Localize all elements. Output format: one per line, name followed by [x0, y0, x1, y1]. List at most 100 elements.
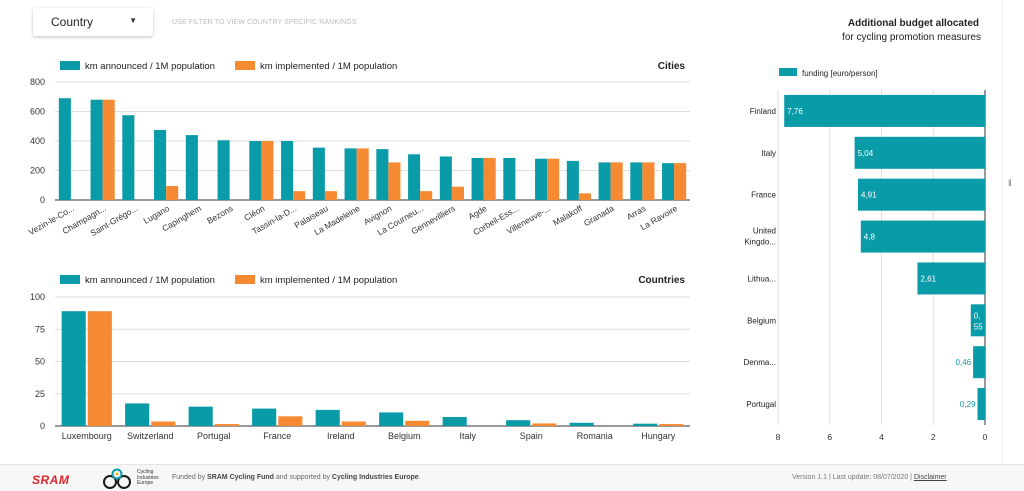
- y-tick-label: Italy: [761, 149, 776, 158]
- bar-km-announced-1m-population-tassin-la-d: [281, 141, 294, 200]
- budget-chart: Additional budget allocated for cycling p…: [744, 18, 988, 442]
- bar-km-announced-1m-population-agde: [471, 157, 484, 200]
- y-tick-label: 800: [30, 77, 45, 87]
- filter-hint: USE FILTER TO VIEW COUNTRY SPECIFIC RANK…: [172, 19, 357, 26]
- disclaimer-link[interactable]: Disclaimer: [913, 474, 947, 481]
- bar-km-announced-1m-population-spain: [506, 420, 531, 426]
- bar-km-implemented-1m-population-cl-on: [261, 141, 274, 200]
- data-label: 0,29: [960, 400, 976, 409]
- bar-km-announced-1m-population-saint-gr-go: [122, 115, 135, 200]
- bar-km-announced-1m-population-capinghem: [185, 135, 198, 200]
- bar-km-announced-1m-population-gennevilliers: [439, 156, 452, 200]
- bar-funding-belgium: [970, 304, 985, 337]
- bar-km-announced-1m-population-champagn: [90, 99, 103, 200]
- bar-km-announced-1m-population-luxembourg: [61, 311, 86, 426]
- legend-swatch: [779, 68, 797, 76]
- legend-label: km implemented / 1M population: [260, 275, 397, 286]
- bar-km-announced-1m-population-ireland: [315, 409, 340, 426]
- legend-swatch: [235, 61, 255, 70]
- chevron-down-icon: ▼: [129, 16, 137, 25]
- data-label: 7,76: [787, 107, 803, 116]
- x-tick-label: 4: [879, 432, 884, 442]
- x-tick-label: Agde: [466, 203, 488, 222]
- bar-km-implemented-1m-population-belgium: [405, 420, 430, 426]
- bar-km-announced-1m-population-belgium: [379, 412, 404, 426]
- bar-km-announced-1m-population-switzerland: [125, 403, 150, 426]
- x-tick-label: Ireland: [327, 431, 355, 441]
- bar-km-announced-1m-population-la-courneu: [408, 154, 421, 200]
- x-tick-label: Granada: [582, 203, 616, 228]
- bar-km-announced-1m-population-granada: [598, 162, 611, 200]
- x-tick-label: 0: [983, 432, 988, 442]
- footer: SRAM Cycling Industries Europe Funded by…: [0, 464, 1024, 491]
- y-tick-label: 75: [35, 324, 45, 334]
- bar-funding-finland: [784, 94, 985, 127]
- bar-km-announced-1m-population-lugano: [154, 129, 167, 200]
- y-tick-label: Portugal: [746, 400, 776, 409]
- bar-km-announced-1m-population-hungary: [633, 423, 658, 426]
- bar-km-implemented-1m-population-la-madeleine: [356, 148, 369, 200]
- legend-swatch: [60, 275, 80, 284]
- bar-km-announced-1m-population-malakoff: [566, 160, 579, 200]
- chart-title: Cities: [658, 61, 686, 72]
- bar-km-implemented-1m-population-luxembourg: [87, 311, 112, 426]
- x-tick-label: Malakoff: [551, 203, 584, 228]
- legend-label: km announced / 1M population: [85, 275, 215, 286]
- bar-km-implemented-1m-population-spain: [532, 423, 557, 426]
- y-tick-label: Kingdo...: [744, 238, 776, 247]
- bar-km-implemented-1m-population-ireland: [341, 421, 366, 426]
- y-tick-label: 50: [35, 357, 45, 367]
- y-tick-label: 0: [40, 421, 45, 431]
- country-filter-dropdown[interactable]: Country ▼: [33, 8, 153, 36]
- bar-km-implemented-1m-population-lugano: [166, 185, 179, 200]
- x-tick-label: Romania: [577, 431, 613, 441]
- x-tick-label: Portugal: [197, 431, 231, 441]
- x-tick-label: 8: [776, 432, 781, 442]
- legend-label: funding [euro/person]: [802, 69, 878, 78]
- legend-label: km implemented / 1M population: [260, 61, 397, 72]
- bar-km-announced-1m-population-romania: [569, 422, 594, 426]
- data-label: 4,91: [861, 191, 877, 200]
- bar-km-announced-1m-population-corbeil-ess: [503, 157, 516, 200]
- bar-km-implemented-1m-population-champagn: [102, 99, 115, 200]
- y-tick-label: Lithua...: [748, 274, 776, 283]
- bar-km-announced-1m-population-arras: [630, 162, 643, 200]
- x-tick-label: Belgium: [388, 431, 421, 441]
- scrollbar[interactable]: [1002, 0, 1024, 464]
- bar-km-implemented-1m-population-la-ravoire: [674, 163, 687, 200]
- bar-km-announced-1m-population-bezons: [217, 140, 230, 200]
- bar-km-announced-1m-population-villeneuve: [535, 158, 548, 200]
- funding-note: Funded by SRAM Cycling Fund and supporte…: [172, 474, 421, 481]
- chart-title: Additional budget allocated: [848, 18, 979, 29]
- x-tick-label: Luxembourg: [62, 431, 112, 441]
- data-label: 4,8: [864, 233, 876, 242]
- x-tick-label: Arras: [625, 203, 648, 222]
- bar-km-implemented-1m-population-tassin-la-d: [293, 191, 306, 200]
- bar-km-implemented-1m-population-villeneuve: [547, 158, 560, 200]
- bar-km-implemented-1m-population-granada: [610, 162, 623, 200]
- bar-km-implemented-1m-population-switzerland: [151, 421, 176, 426]
- y-tick-label: 200: [30, 166, 45, 176]
- bar-km-implemented-1m-population-gennevilliers: [451, 186, 464, 200]
- bar-km-announced-1m-population-avignon: [376, 149, 389, 200]
- bar-km-implemented-1m-population-france: [278, 416, 303, 426]
- bar-km-announced-1m-population-la-madeleine: [344, 148, 357, 200]
- bar-funding-france: [857, 178, 985, 211]
- bar-funding-united-kingdo: [860, 220, 985, 253]
- x-tick-label: 2: [931, 432, 936, 442]
- cycling-industries-europe-text: Cycling Industries Europe: [137, 469, 159, 486]
- version-info: Version 1.1 | Last update: 08/07/2020 | …: [792, 474, 947, 481]
- data-label: 5,04: [858, 149, 874, 158]
- x-tick-label: France: [263, 431, 291, 441]
- bar-km-announced-1m-population-la-ravoire: [662, 163, 675, 200]
- legend-label: km announced / 1M population: [85, 61, 215, 72]
- sram-logo: SRAM: [32, 473, 70, 487]
- legend-swatch: [235, 275, 255, 284]
- scrollbar-grip-icon[interactable]: ‖: [1008, 178, 1012, 188]
- bar-km-announced-1m-population-cl-on: [249, 141, 262, 200]
- y-tick-label: 25: [35, 389, 45, 399]
- bar-km-announced-1m-population-italy: [442, 416, 467, 426]
- bar-km-announced-1m-population-portugal: [188, 406, 213, 426]
- y-tick-label: 600: [30, 107, 45, 117]
